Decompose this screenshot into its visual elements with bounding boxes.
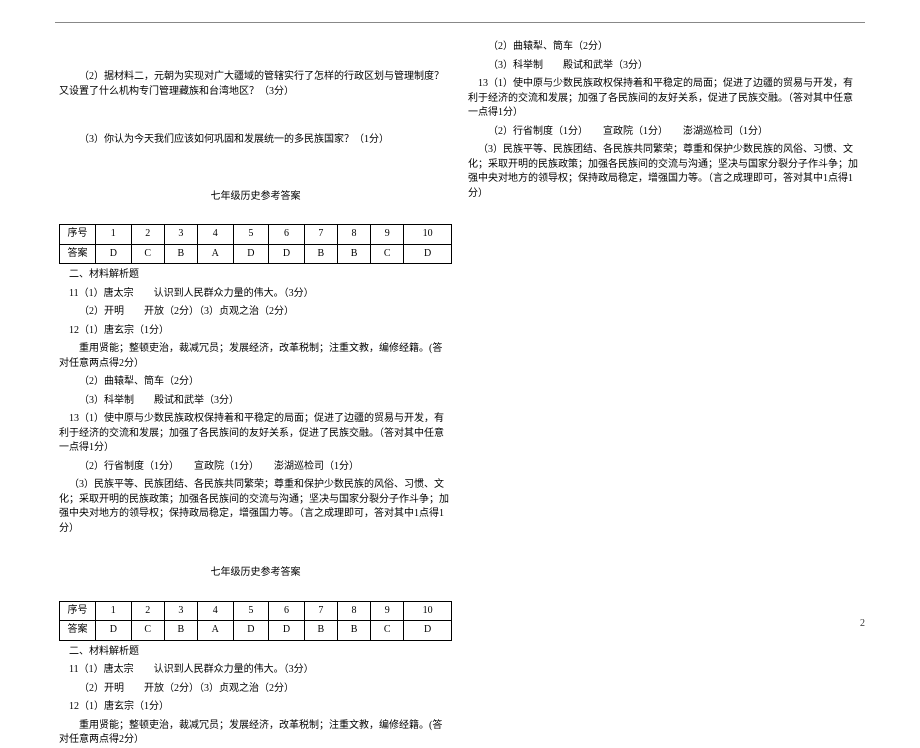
two-column-layout: （2）据材料二，元朝为实现对广大疆域的管辖实行了怎样的行政区划与管理制度？又设置…	[55, 40, 865, 607]
cell: 4	[197, 225, 233, 245]
cell: D	[233, 621, 269, 641]
answer-12-1: 12（1）唐玄宗（1分）	[59, 324, 452, 339]
cell: C	[371, 244, 404, 264]
answers-title-1: 七年级历史参考答案	[59, 190, 452, 205]
table-row: 序号 1 2 3 4 5 6 7 8 9 10	[60, 225, 452, 245]
answer-13-2: （2）行省制度（1分） 宣政院（1分） 澎湖巡检司（1分）	[59, 460, 452, 475]
cell: 6	[269, 225, 305, 245]
answer-12-1-b: 12（1）唐玄宗（1分）	[59, 700, 452, 715]
cell: B	[164, 244, 197, 264]
answer-11-2-b: （2）开明 开放（2分）（3）贞观之治（2分）	[59, 682, 452, 697]
answer-13-2-r: （2）行省制度（1分） 宣政院（1分） 澎湖巡检司（1分）	[468, 125, 861, 140]
cell: D	[233, 244, 269, 264]
answer-table-2: 序号 1 2 3 4 5 6 7 8 9 10 答案 D C B A D D B	[59, 601, 452, 641]
answer-11-1: 11（1）唐太宗 认识到人民群众力量的伟大。（3分）	[59, 287, 452, 302]
cell: 7	[304, 601, 337, 621]
cell: 5	[233, 601, 269, 621]
table-row: 答案 D C B A D D B B C D	[60, 621, 452, 641]
page-top-rule	[55, 22, 865, 23]
answer-table-1: 序号 1 2 3 4 5 6 7 8 9 10 答案 D C B A D D B	[59, 224, 452, 264]
cell: 10	[404, 601, 452, 621]
section-2-heading: 二、材料解析题	[59, 268, 452, 283]
cell: 4	[197, 601, 233, 621]
cell: C	[131, 244, 164, 264]
question-3: （3）你认为今天我们应该如何巩固和发展统一的多民族国家？（1分）	[59, 133, 452, 148]
cell: 9	[371, 601, 404, 621]
cell: D	[404, 244, 452, 264]
answer-12-4: （3）科举制 殿试和武举（3分）	[59, 394, 452, 409]
cell: C	[371, 621, 404, 641]
table-row: 答案 D C B A D D B B C D	[60, 244, 452, 264]
cell: 8	[337, 225, 370, 245]
answer-12-2: 重用贤能；整顿吏治，裁减冗员；发展经济，改革税制；注重文教，编修经籍。(答对任意…	[59, 342, 452, 371]
cell: 2	[131, 601, 164, 621]
question-2: （2）据材料二，元朝为实现对广大疆域的管辖实行了怎样的行政区划与管理制度？又设置…	[59, 70, 452, 99]
answer-13-3: （3）民族平等、民族团结、各民族共同繁荣；尊重和保护少数民族的风俗、习惯、文化；…	[59, 478, 452, 536]
cell: 8	[337, 601, 370, 621]
cell: B	[337, 621, 370, 641]
cell: D	[269, 244, 305, 264]
cell: D	[96, 244, 132, 264]
cell: 9	[371, 225, 404, 245]
answer-11-1-b: 11（1）唐太宗 认识到人民群众力量的伟大。（3分）	[59, 663, 452, 678]
right-column: （2）曲辕犁、筒车（2分） （3）科举制 殿试和武举（3分） 13（1）使中原与…	[460, 40, 865, 607]
table-row: 序号 1 2 3 4 5 6 7 8 9 10	[60, 601, 452, 621]
cell: 7	[304, 225, 337, 245]
cell: 10	[404, 225, 452, 245]
row-header: 序号	[60, 601, 96, 621]
cell: 2	[131, 225, 164, 245]
answer-12-3-r: （2）曲辕犁、筒车（2分）	[468, 40, 861, 55]
answers-title-2: 七年级历史参考答案	[59, 566, 452, 581]
section-2-heading-b: 二、材料解析题	[59, 645, 452, 660]
cell: 6	[269, 601, 305, 621]
cell: C	[131, 621, 164, 641]
cell: B	[164, 621, 197, 641]
answer-13-1: 13（1）使中原与少数民族政权保持着和平稳定的局面；促进了边疆的贸易与开发，有利…	[59, 412, 452, 456]
cell: D	[404, 621, 452, 641]
cell: D	[269, 621, 305, 641]
cell: 3	[164, 225, 197, 245]
answer-12-2-b: 重用贤能；整顿吏治，裁减冗员；发展经济，改革税制；注重文教，编修经籍。(答对任意…	[59, 719, 452, 748]
cell: A	[197, 244, 233, 264]
cell: D	[96, 621, 132, 641]
cell: B	[304, 244, 337, 264]
row-header: 答案	[60, 621, 96, 641]
answer-13-1-r: 13（1）使中原与少数民族政权保持着和平稳定的局面；促进了边疆的贸易与开发，有利…	[468, 77, 861, 121]
cell: 1	[96, 601, 132, 621]
answer-13-3-r: （3）民族平等、民族团结、各民族共同繁荣；尊重和保护少数民族的风俗、习惯、文化；…	[468, 143, 861, 201]
page-number: 2	[860, 618, 865, 629]
cell: 3	[164, 601, 197, 621]
left-column: （2）据材料二，元朝为实现对广大疆域的管辖实行了怎样的行政区划与管理制度？又设置…	[55, 40, 460, 607]
cell: A	[197, 621, 233, 641]
answer-12-4-r: （3）科举制 殿试和武举（3分）	[468, 59, 861, 74]
cell: B	[304, 621, 337, 641]
row-header: 序号	[60, 225, 96, 245]
cell: 1	[96, 225, 132, 245]
cell: 5	[233, 225, 269, 245]
cell: B	[337, 244, 370, 264]
row-header: 答案	[60, 244, 96, 264]
answer-12-3: （2）曲辕犁、筒车（2分）	[59, 375, 452, 390]
answer-11-2: （2）开明 开放（2分）（3）贞观之治（2分）	[59, 305, 452, 320]
